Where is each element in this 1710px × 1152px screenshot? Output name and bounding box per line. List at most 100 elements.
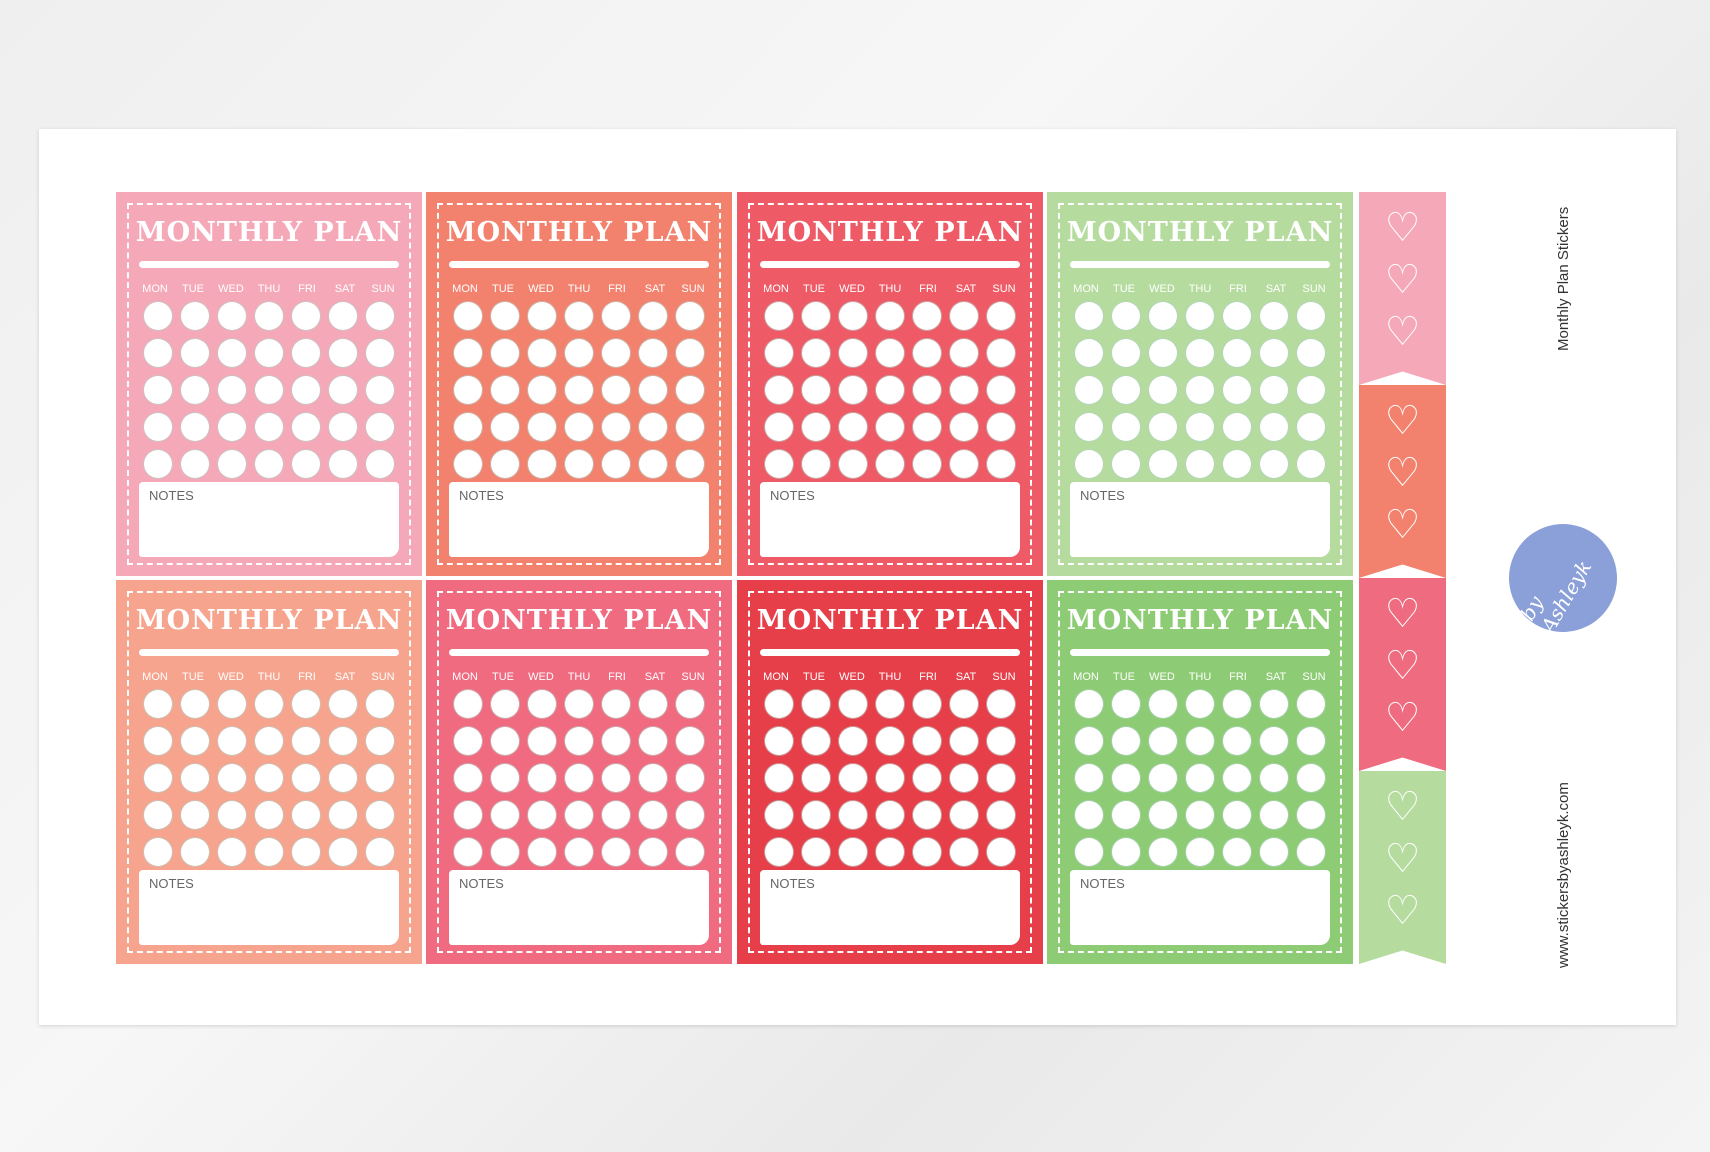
day-circle: [1185, 838, 1214, 866]
day-circle: [453, 302, 482, 330]
day-circle: [329, 690, 358, 718]
day-label: FRI: [1229, 283, 1247, 295]
day-circle: [875, 838, 904, 866]
day-circle: [801, 690, 830, 718]
day-circle: [764, 838, 793, 866]
divider: [1070, 261, 1330, 268]
day-circle: [602, 376, 631, 404]
day-circle: [180, 838, 209, 866]
day-circle: [329, 376, 358, 404]
day-label: WED: [528, 671, 554, 683]
day-circle: [453, 339, 482, 367]
day-label: WED: [528, 283, 554, 295]
day-circle: [838, 838, 867, 866]
day-circle: [564, 801, 593, 829]
day-circle: [292, 690, 321, 718]
heart-icon: ♡: [1384, 889, 1421, 933]
day-label: TUE: [1113, 671, 1135, 683]
day-circle: [527, 302, 556, 330]
day-circle: [913, 339, 942, 367]
day-circle: [1223, 764, 1252, 792]
day-circle: [564, 302, 593, 330]
day-circle: [217, 302, 246, 330]
day-circle: [676, 690, 705, 718]
day-circle: [143, 801, 172, 829]
day-circle: [1074, 690, 1103, 718]
day-circle: [639, 764, 668, 792]
day-circle: [602, 450, 631, 478]
heart-icon: ♡: [1384, 592, 1421, 636]
day-circle: [490, 727, 519, 755]
day-circle: [254, 801, 283, 829]
day-circle: [366, 450, 395, 478]
day-circle: [217, 764, 246, 792]
day-circle: [527, 801, 556, 829]
day-circle: [913, 690, 942, 718]
day-circle: [913, 801, 942, 829]
day-circle: [527, 376, 556, 404]
day-circle: [950, 302, 979, 330]
day-circle: [217, 801, 246, 829]
day-circle: [801, 764, 830, 792]
day-circle: [490, 376, 519, 404]
day-circle: [329, 450, 358, 478]
day-circle: [564, 727, 593, 755]
day-circle: [490, 801, 519, 829]
day-label: SUN: [371, 671, 395, 683]
day-circle: [1223, 801, 1252, 829]
day-label: FRI: [919, 671, 937, 683]
day-circle: [366, 302, 395, 330]
day-label: FRI: [1229, 671, 1247, 683]
day-circle: [366, 690, 395, 718]
day-circle: [564, 690, 593, 718]
day-circle: [639, 413, 668, 441]
day-circle: [1148, 339, 1177, 367]
day-circle: [1111, 413, 1140, 441]
day-circle: [180, 727, 209, 755]
divider: [139, 649, 399, 656]
day-circle: [875, 764, 904, 792]
notes-label: NOTES: [459, 876, 504, 891]
day-circle: [564, 764, 593, 792]
day-circle: [143, 838, 172, 866]
day-circle: [764, 339, 793, 367]
heart-flag-sticker: ♡ ♡ ♡: [1359, 385, 1446, 578]
day-circle: [875, 801, 904, 829]
day-circle: [639, 838, 668, 866]
heart-icon: ♡: [1384, 258, 1421, 302]
day-circle: [1260, 339, 1289, 367]
heart-icon: ♡: [1384, 785, 1421, 829]
day-label: FRI: [919, 283, 937, 295]
day-circle: [1297, 838, 1326, 866]
day-circle: [801, 450, 830, 478]
day-circle: [143, 302, 172, 330]
day-circle: [676, 302, 705, 330]
day-circle: [1297, 764, 1326, 792]
day-circle: [764, 413, 793, 441]
day-circle: [1223, 413, 1252, 441]
day-label: SUN: [681, 671, 705, 683]
monthly-plan-sticker: MONTHLY PLAN MON TUE WED THU FRI SAT SUN NOTES: [1047, 580, 1353, 964]
day-circle: [950, 690, 979, 718]
divider: [1070, 649, 1330, 656]
heart-icon: ♡: [1384, 696, 1421, 740]
day-circle: [329, 801, 358, 829]
day-label: SAT: [644, 283, 666, 295]
sticker-title: MONTHLY PLAN: [756, 217, 1024, 248]
day-circle: [1260, 376, 1289, 404]
day-circle: [527, 450, 556, 478]
day-circle: [639, 376, 668, 404]
day-circle: [292, 727, 321, 755]
day-circle: [366, 413, 395, 441]
day-circle: [1260, 727, 1289, 755]
day-circle: [490, 690, 519, 718]
heart-icon: ♡: [1384, 451, 1421, 495]
day-circle: [950, 838, 979, 866]
day-circle: [801, 339, 830, 367]
notes-box: NOTES: [139, 870, 399, 945]
day-circle: [453, 376, 482, 404]
day-circle: [1185, 690, 1214, 718]
day-circle: [1074, 801, 1103, 829]
day-circle: [1111, 302, 1140, 330]
day-label: SUN: [1302, 283, 1326, 295]
